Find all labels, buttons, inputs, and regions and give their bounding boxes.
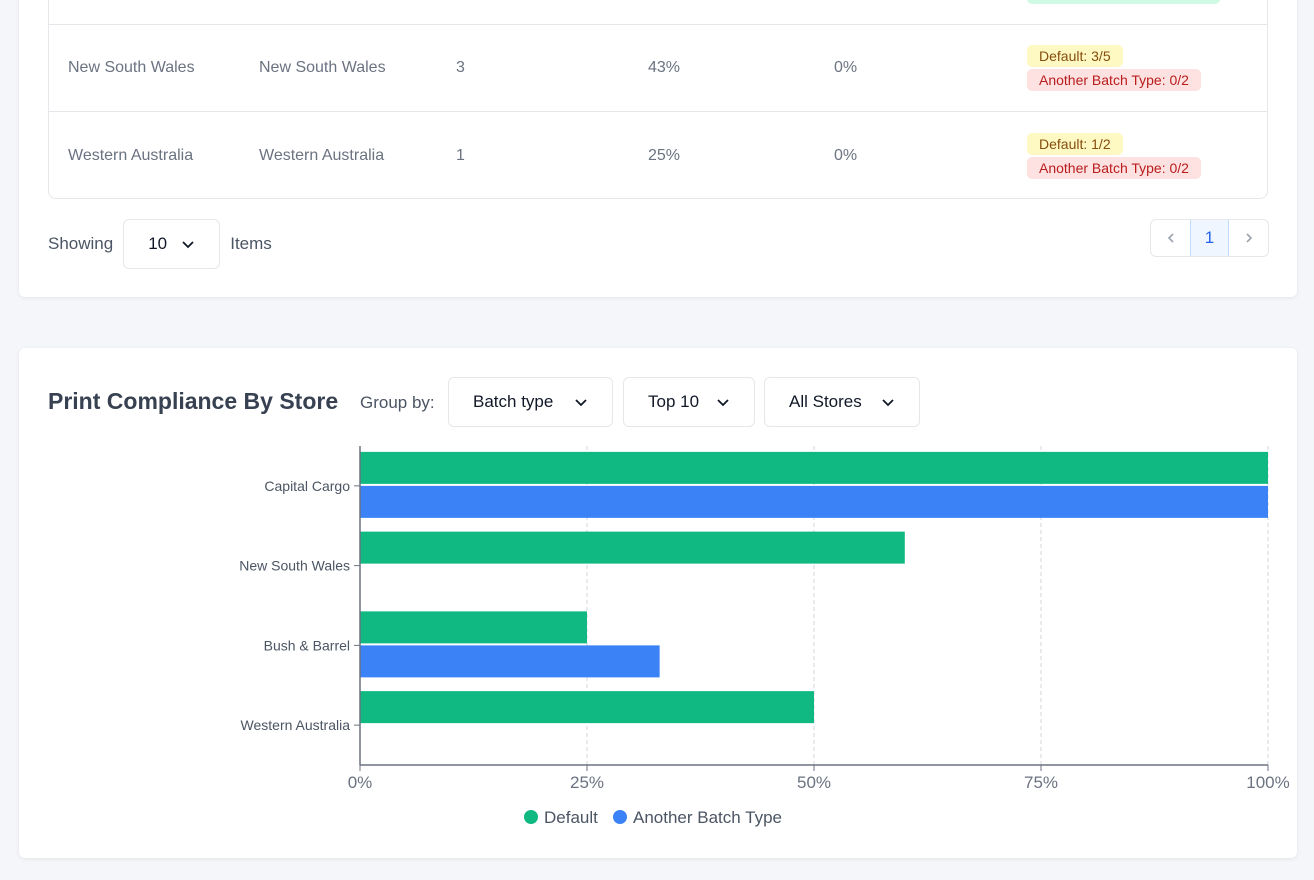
chart-title: Print Compliance By Store <box>48 388 339 414</box>
legend-swatch <box>524 810 538 824</box>
print-compliance-card: Print Compliance By Store Group by: Batc… <box>19 348 1297 858</box>
batch-count: 1 <box>456 146 465 164</box>
badge-group: Default: 1/2 Another Batch Type: 0/2 <box>1027 112 1201 198</box>
region-name: New South Wales <box>259 59 386 76</box>
store-name: Western Australia <box>68 146 194 164</box>
x-tick-label: 100% <box>1246 773 1289 792</box>
items-label: Items <box>230 234 272 253</box>
y-tick-label: New South Wales <box>239 558 350 574</box>
group-by-label: Group by: <box>360 393 435 412</box>
region-name: Western Australia <box>259 146 385 164</box>
store-table: New South Wales New South Wales 3 43% 0%… <box>48 0 1268 199</box>
y-tick-label: Bush & Barrel <box>264 637 350 653</box>
top-n-value: Top 10 <box>648 392 700 411</box>
group-by-select[interactable]: Batch type <box>448 377 613 427</box>
store-name: New South Wales <box>68 59 195 76</box>
batch-count: 3 <box>456 59 465 76</box>
status-badge: Default: 3/5 <box>1027 45 1123 67</box>
bar-default <box>360 451 1268 484</box>
next-page-button[interactable] <box>1229 220 1268 256</box>
bar-default <box>360 691 814 724</box>
page-size-value: 10 <box>148 234 168 253</box>
table-row: New South Wales New South Wales 3 43% 0%… <box>49 24 1267 111</box>
x-tick-label: 25% <box>570 773 604 792</box>
chevron-down-icon <box>182 241 194 249</box>
chevron-down-icon <box>575 399 587 407</box>
group-by-value: Batch type <box>473 392 554 411</box>
chevron-down-icon <box>882 399 894 407</box>
table-row: Western Australia Western Australia 1 25… <box>49 111 1267 198</box>
bar-default <box>360 611 587 644</box>
compliance-percent: 43% <box>648 59 681 76</box>
y-tick-label: Western Australia <box>241 717 351 733</box>
status-badge: Default: 1/2 <box>1027 132 1123 155</box>
store-table-card: New South Wales New South Wales 3 43% 0%… <box>19 0 1297 297</box>
legend-swatch <box>613 810 627 824</box>
compliance-bar-chart: 0% 25% 50% 75% 100% Capital Cargo New South Wa… <box>239 446 1290 827</box>
x-tick-label: 50% <box>797 773 831 792</box>
compliance-percent: 25% <box>648 146 681 164</box>
page-button[interactable]: 1 <box>1190 220 1229 256</box>
chevron-left-icon <box>1167 233 1174 243</box>
y-tick-label: Capital Cargo <box>264 478 350 494</box>
bar-default <box>360 531 905 564</box>
status-badge <box>1027 0 1220 4</box>
page-size-select[interactable]: 10 <box>123 219 221 269</box>
pagination: 1 <box>1150 219 1269 257</box>
chevron-down-icon <box>717 399 729 407</box>
prev-page-button[interactable] <box>1151 220 1190 256</box>
status-badge: Another Batch Type: 0/2 <box>1027 69 1201 91</box>
legend-label: Default <box>544 808 598 827</box>
stores-select[interactable]: All Stores <box>764 377 920 427</box>
stores-value: All Stores <box>789 392 862 411</box>
table-row <box>49 0 1267 24</box>
x-tick-label: 0% <box>348 773 373 792</box>
chevron-right-icon <box>1245 233 1252 243</box>
badge-group: Default: 3/5 Another Batch Type: 0/2 <box>1027 25 1201 111</box>
bar-another-batch-type <box>360 485 1268 518</box>
legend-label: Another Batch Type <box>633 808 782 827</box>
top-n-select[interactable]: Top 10 <box>623 377 755 427</box>
secondary-percent: 0% <box>834 59 858 76</box>
status-badge: Another Batch Type: 0/2 <box>1027 156 1201 179</box>
secondary-percent: 0% <box>834 146 858 164</box>
showing-label: Showing <box>48 234 114 253</box>
page-size-control: Showing 10 Items <box>48 219 272 269</box>
bar-another-batch-type <box>360 645 660 678</box>
x-tick-label: 75% <box>1024 773 1058 792</box>
